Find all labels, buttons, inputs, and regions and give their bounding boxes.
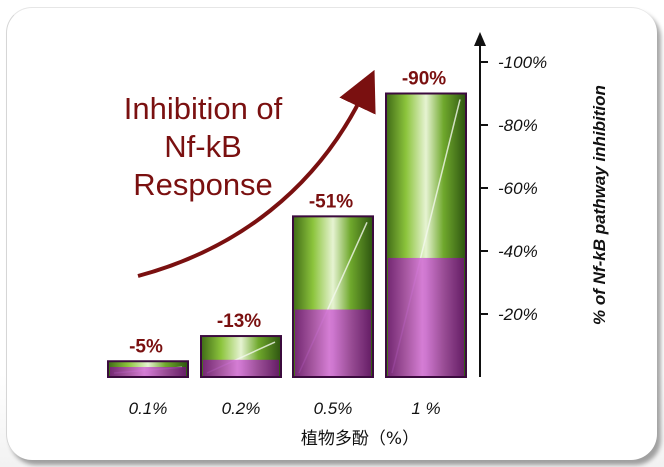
y-tick-label: -100% — [498, 53, 547, 72]
annotation-line-1: Inhibition of — [123, 91, 283, 126]
value-label: -51% — [309, 191, 353, 212]
value-label: -5% — [129, 336, 163, 357]
x-tick-label: 0.1% — [129, 399, 168, 418]
y-tick-label: -80% — [498, 116, 538, 135]
x-tick-label: 0.2% — [222, 399, 261, 418]
y-tick-label: -60% — [498, 179, 538, 198]
annotation-line-2: Nf-kB — [164, 129, 242, 164]
bar — [200, 335, 282, 378]
x-axis-label: 植物多酚（%） — [300, 429, 420, 449]
value-label: -13% — [217, 311, 261, 332]
x-tick-label: 1 % — [411, 399, 440, 418]
annotation-line-3: Response — [133, 167, 273, 202]
bar — [292, 215, 374, 378]
x-tick-label: 0.5% — [314, 399, 353, 418]
y-tick-label: -40% — [498, 242, 538, 261]
y-axis-arrow-icon — [474, 32, 486, 46]
bar — [107, 360, 189, 378]
trend-arrow — [137, 69, 376, 278]
y-tick-label: -20% — [498, 305, 538, 324]
y-axis-label: % of Nf-kB pathway inhibition — [590, 85, 609, 325]
bar — [385, 92, 467, 378]
value-label: -90% — [402, 69, 446, 90]
